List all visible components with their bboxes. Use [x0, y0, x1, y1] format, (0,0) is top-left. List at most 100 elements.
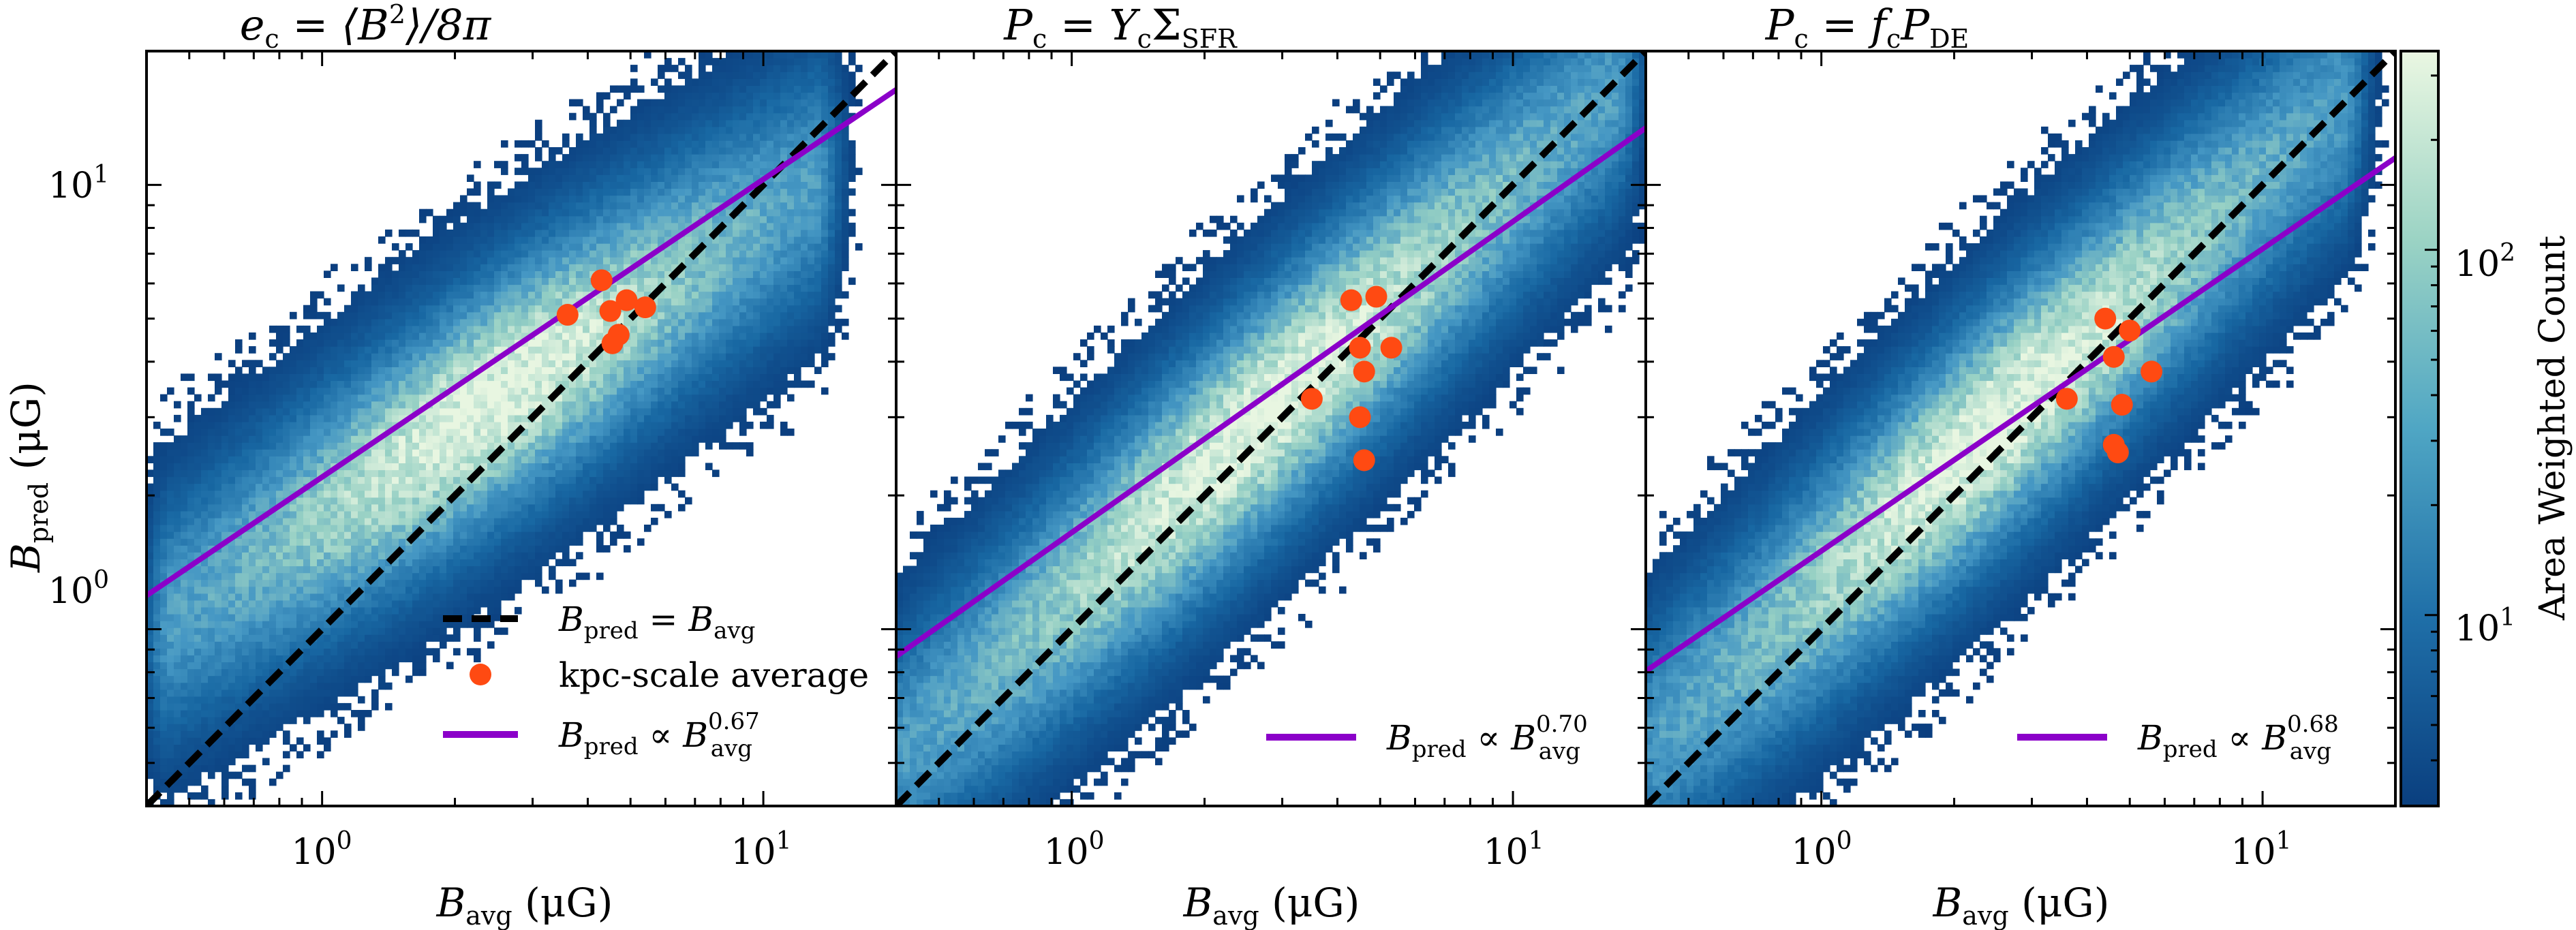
heatmap-cell: [337, 367, 345, 374]
heatmap-cell: [167, 730, 174, 738]
heatmap-cell: [201, 792, 209, 800]
heatmap-cell: [446, 510, 454, 518]
heatmap-cell: [521, 215, 529, 223]
heatmap-cell: [685, 394, 692, 402]
heatmap-cell: [474, 538, 481, 546]
heatmap-cell: [215, 525, 222, 532]
heatmap-cell: [446, 346, 454, 354]
heatmap-cell: [487, 339, 495, 347]
heatmap-cell: [160, 449, 168, 456]
heatmap-cell: [671, 483, 679, 491]
heatmap-cell: [576, 456, 583, 463]
heatmap-cell: [664, 373, 672, 382]
heatmap-cell: [692, 215, 699, 223]
heatmap-cell: [256, 559, 263, 567]
heatmap-cell: [331, 483, 338, 491]
heatmap-cell: [208, 675, 215, 683]
heatmap-cell: [494, 373, 502, 382]
heatmap-cell: [617, 353, 624, 360]
heatmap-cell: [460, 538, 467, 546]
heatmap-cell: [365, 325, 372, 333]
heatmap-cell: [419, 525, 427, 532]
heatmap-cell: [228, 648, 236, 655]
heatmap-cell: [460, 463, 467, 471]
heatmap-cell: [310, 572, 318, 580]
heatmap-cell: [242, 696, 249, 704]
heatmap-cell: [467, 517, 474, 525]
heatmap-cell: [651, 503, 658, 512]
heatmap-cell: [174, 510, 181, 518]
heatmap-cell: [644, 126, 651, 134]
heatmap-cell: [201, 579, 209, 587]
heatmap-cell: [569, 161, 577, 168]
heatmap-cell: [426, 257, 433, 264]
heatmap-cell: [542, 586, 549, 594]
heatmap-cell: [685, 284, 692, 292]
heatmap-cell: [378, 614, 386, 621]
heatmap-cell: [617, 483, 624, 491]
heatmap-cell: [467, 380, 474, 388]
heatmap-cell: [637, 318, 645, 326]
heatmap-cell: [235, 655, 243, 663]
heatmap-cell: [283, 593, 290, 601]
heatmap-cell: [596, 401, 604, 409]
heatmap-cell: [215, 717, 222, 724]
heatmap-cell: [331, 668, 338, 677]
heatmap-cell: [283, 614, 290, 621]
heatmap-cell: [405, 469, 413, 478]
heatmap-cell: [528, 168, 536, 175]
heatmap-cell: [433, 559, 440, 567]
heatmap-cell: [331, 264, 338, 271]
heatmap-cell: [433, 353, 440, 360]
heatmap-cell: [501, 414, 508, 422]
heatmap-cell: [658, 401, 665, 409]
heatmap-cell: [576, 449, 583, 456]
heatmap-cell: [487, 394, 495, 402]
heatmap-cell: [542, 195, 549, 203]
heatmap-cell: [542, 545, 549, 553]
heatmap-cell: [474, 525, 481, 532]
heatmap-cell: [174, 655, 181, 663]
heatmap-cell: [583, 181, 590, 189]
heatmap-cell: [664, 456, 672, 463]
heatmap-cell: [310, 394, 318, 402]
heatmap-cell: [664, 78, 672, 86]
heatmap-cell: [630, 284, 638, 292]
heatmap-cell: [194, 614, 202, 621]
heatmap-cell: [262, 730, 270, 738]
heatmap-cell: [269, 627, 277, 635]
heatmap-cell: [358, 463, 365, 471]
heatmap-cell: [378, 600, 386, 608]
heatmap-cell: [208, 579, 215, 587]
heatmap-cell: [392, 538, 399, 546]
heatmap-cell: [337, 414, 345, 422]
heatmap-cell: [549, 510, 556, 518]
heatmap-cell: [678, 92, 686, 100]
heatmap-cell: [440, 298, 447, 306]
heatmap-cell: [521, 277, 529, 285]
heatmap-cell: [617, 503, 624, 512]
heatmap-cell: [317, 606, 324, 615]
heatmap-cell: [262, 621, 270, 628]
heatmap-cell: [399, 483, 406, 491]
heatmap-cell: [494, 318, 502, 326]
heatmap-cell: [569, 195, 577, 203]
heatmap-cell: [269, 401, 277, 409]
heatmap-cell: [555, 202, 563, 210]
heatmap-cell: [480, 229, 488, 237]
heatmap-cell: [474, 318, 481, 326]
heatmap-cell: [276, 442, 283, 450]
heatmap-cell: [453, 264, 461, 271]
heatmap-cell: [460, 469, 467, 478]
heatmap-cell: [630, 387, 638, 395]
heatmap-cell: [617, 126, 624, 134]
heatmap-cell: [624, 476, 631, 484]
heatmap-cell: [160, 696, 168, 704]
heatmap-cell: [569, 414, 577, 422]
heatmap-cell: [426, 277, 433, 285]
heatmap-cell: [242, 593, 249, 601]
heatmap-cell: [174, 517, 181, 525]
heatmap-cell: [487, 325, 495, 333]
heatmap-cell: [692, 429, 699, 436]
heatmap-cell: [501, 202, 508, 210]
